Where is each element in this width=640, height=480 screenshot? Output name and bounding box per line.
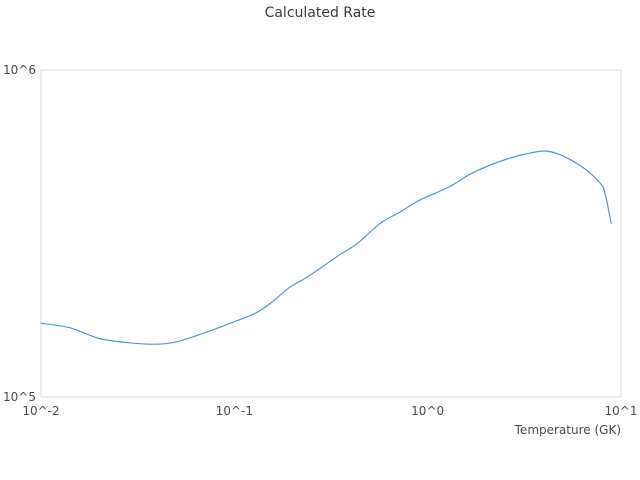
x-tick-label: 10^0 — [411, 404, 445, 418]
plot-border — [40, 69, 622, 398]
y-tick-label: 10^5 — [3, 390, 36, 404]
x-tick-label: 10^1 — [604, 404, 638, 418]
y-tick-label: 10^6 — [3, 63, 36, 77]
x-tick-label: 10^-1 — [215, 404, 253, 418]
rate-line-series — [40, 150, 612, 345]
chart-title: Calculated Rate — [264, 5, 376, 21]
x-tick-label: 10^-2 — [22, 404, 60, 418]
x-axis-title: Temperature (GK) — [514, 423, 621, 437]
